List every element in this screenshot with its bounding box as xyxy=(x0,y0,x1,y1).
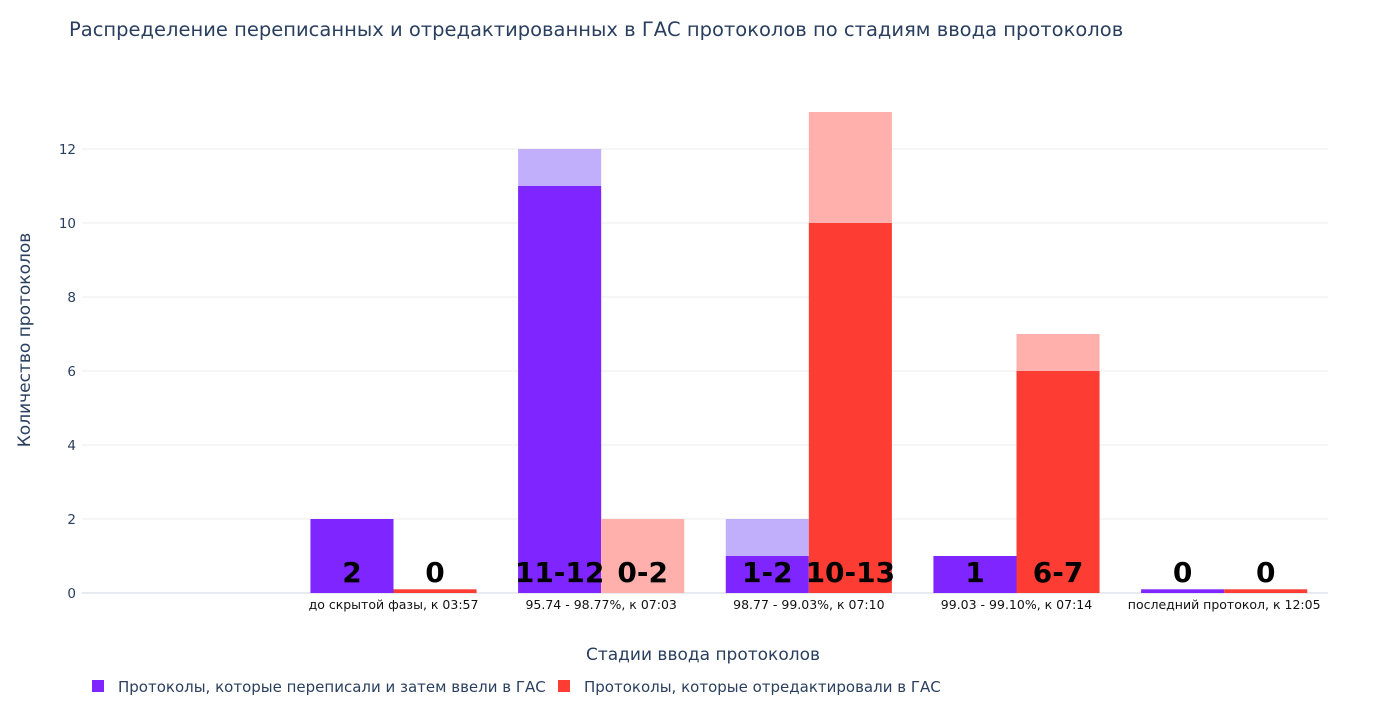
x-tick-label: последний протокол, к 12:05 xyxy=(1128,597,1321,612)
bar-edited-range xyxy=(808,112,892,223)
bar-label-edited: 0 xyxy=(425,556,444,589)
legend-item-edited[interactable]: Протоколы, которые отредактировали в ГАС xyxy=(558,678,941,696)
bar-label-edited: 10-13 xyxy=(806,556,896,589)
legend-swatch-edited xyxy=(558,680,570,692)
bar-rewritten-min xyxy=(518,186,602,593)
x-axis-ticks: до скрытой фазы, к 03:57 95.74 - 98.77%, … xyxy=(309,597,1321,612)
bar-rewritten-min xyxy=(725,556,809,593)
bar-edited-min xyxy=(393,589,477,593)
y-tick-label: 10 xyxy=(59,216,76,232)
bar-rewritten-range xyxy=(518,149,602,186)
legend-label-rewritten: Протоколы, которые переписали и затем вв… xyxy=(118,678,546,696)
legend: Протоколы, которые переписали и затем вв… xyxy=(92,678,941,696)
bar-edited-min xyxy=(1224,589,1308,593)
x-tick-label: 98.77 - 99.03%, к 07:10 xyxy=(733,597,884,612)
chart-title: Распределение переписанных и отредактиро… xyxy=(69,18,1123,41)
x-axis-title: Стадии ввода протоколов xyxy=(586,645,820,665)
bars xyxy=(310,112,1308,593)
y-axis-ticks: 0 2 4 6 8 10 12 xyxy=(59,142,76,602)
bar-rewritten-range xyxy=(725,519,809,556)
y-tick-label: 8 xyxy=(67,290,76,306)
y-tick-label: 4 xyxy=(67,438,76,454)
bar-label-edited: 6-7 xyxy=(1033,556,1084,589)
bar-label-edited: 0-2 xyxy=(617,556,668,589)
bar-label-edited: 0 xyxy=(1256,556,1275,589)
gridlines xyxy=(82,148,1328,594)
bar-edited-min xyxy=(808,223,892,593)
bar-label-rewritten: 11-12 xyxy=(515,556,605,589)
x-tick-label: до скрытой фазы, к 03:57 xyxy=(309,597,479,612)
bar-edited-range xyxy=(1016,334,1100,371)
bar-label-rewritten: 1-2 xyxy=(742,556,793,589)
bar-label-rewritten: 1 xyxy=(965,556,984,589)
bar-labels: 2 0 11-12 0-2 1-2 10-13 1 6-7 0 0 xyxy=(342,556,1275,589)
bar-rewritten-min xyxy=(310,519,394,593)
y-tick-label: 6 xyxy=(67,364,76,380)
y-axis-title: Количество протоколов xyxy=(15,233,35,448)
legend-swatch-rewritten xyxy=(92,680,104,692)
y-tick-label: 0 xyxy=(67,586,76,602)
y-tick-label: 2 xyxy=(67,512,76,528)
legend-item-rewritten[interactable]: Протоколы, которые переписали и затем вв… xyxy=(92,678,546,696)
bar-edited-range xyxy=(601,519,685,593)
x-tick-label: 99.03 - 99.10%, к 07:14 xyxy=(941,597,1092,612)
bar-rewritten-min xyxy=(933,556,1017,593)
bar-edited-min xyxy=(1016,371,1100,593)
legend-label-edited: Протоколы, которые отредактировали в ГАС xyxy=(584,678,941,696)
bar-label-rewritten: 0 xyxy=(1173,556,1192,589)
bar-label-rewritten: 2 xyxy=(342,556,361,589)
y-tick-label: 12 xyxy=(59,142,76,158)
bar-rewritten-min xyxy=(1141,589,1225,593)
x-tick-label: 95.74 - 98.77%, к 07:03 xyxy=(525,597,676,612)
